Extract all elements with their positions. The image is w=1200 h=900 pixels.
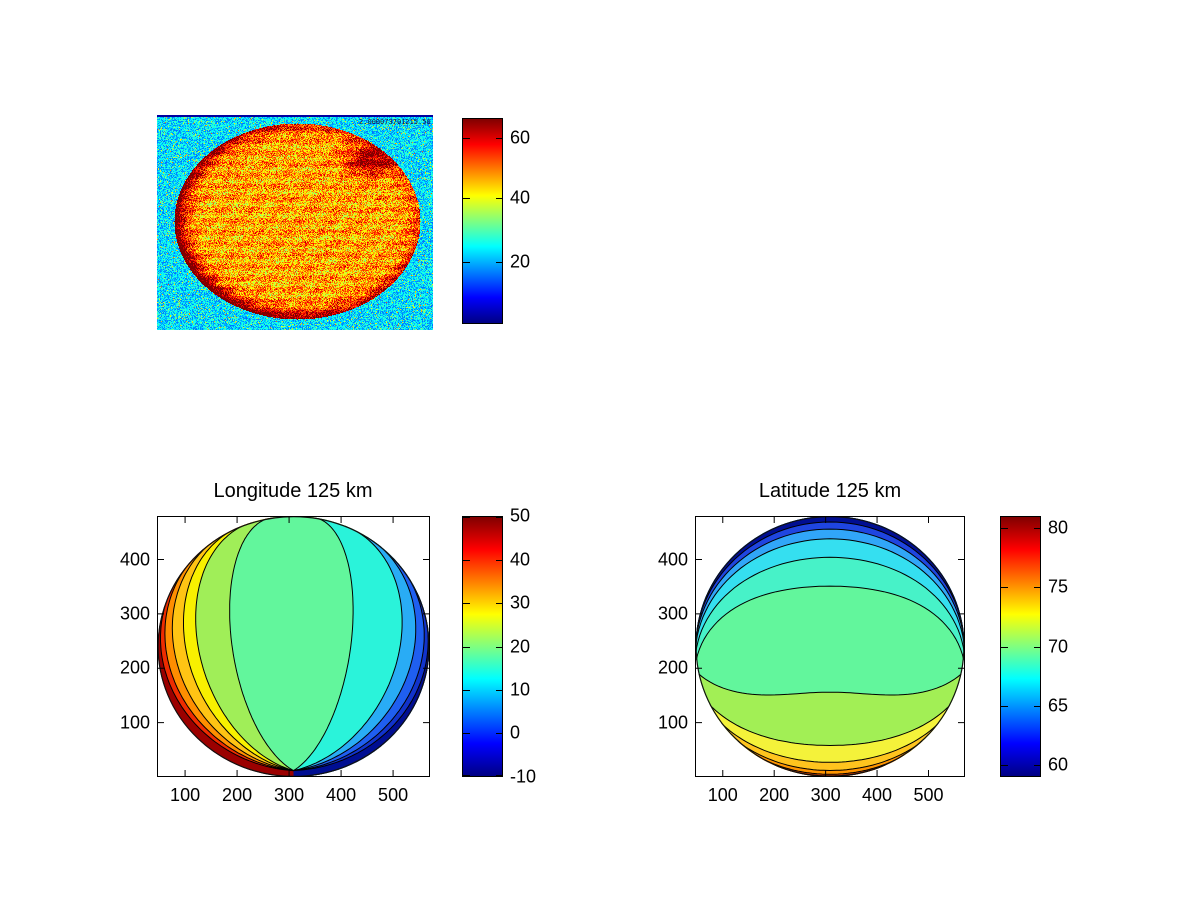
allsky-colorbar-tick-label: 40	[510, 187, 531, 208]
longitude-colorbar-tick-label: 0	[510, 722, 521, 743]
latitude_contour-y-tick-label: 100	[657, 712, 688, 733]
longitude-colorbar-tick-mark	[496, 560, 503, 561]
allsky-colorbar-tick-mark	[463, 138, 470, 139]
allsky-colorbar-gradient	[462, 118, 503, 324]
allsky-colorbar-tick-label: 60	[510, 127, 531, 148]
latitude_contour-x-tick-label: 200	[759, 785, 790, 805]
longitude-colorbar-tick-mark	[496, 517, 503, 518]
latitude-colorbar-tick-label: 80	[1048, 517, 1069, 538]
longitude-colorbar-tick-label: 20	[510, 636, 531, 656]
longitude_contour-x-tick-label: 200	[222, 785, 253, 805]
longitude_contour-x-tick-label: 100	[170, 785, 201, 805]
latitude-colorbar	[1000, 516, 1041, 777]
latitude_contour-axis-box	[695, 516, 965, 777]
latitude-colorbar-tick-mark	[1034, 587, 1041, 588]
longitude-colorbar-tick-mark	[463, 775, 470, 776]
longitude-colorbar-tick-mark	[463, 603, 470, 604]
latitude-colorbar-tick-mark	[1001, 587, 1008, 588]
allsky-colorbar-tick-mark	[496, 198, 503, 199]
longitude-colorbar-tick-label: 10	[510, 679, 531, 700]
longitude-colorbar-tick-label: -10	[510, 766, 537, 787]
latitude-colorbar-tick-label: 75	[1048, 576, 1069, 597]
longitude-contour-plot	[157, 516, 430, 777]
latitude_contour-axis-ticks	[695, 516, 965, 777]
latitude-colorbar-tick-mark	[1034, 765, 1041, 766]
longitude_contour-y-tick-label: 100	[119, 712, 150, 733]
longitude_contour-axis-ticks	[157, 516, 430, 777]
longitude-colorbar-tick-mark	[496, 733, 503, 734]
longitude_contour-axis-box	[157, 516, 430, 777]
latitude_contour-x-tick-label: 400	[862, 785, 893, 805]
latitude-plot-title: Latitude 125 km	[758, 480, 902, 502]
latitude_contour-x-tick-label: 300	[810, 785, 841, 805]
latitude-colorbar-tick-label: 70	[1048, 636, 1069, 656]
allsky-colorbar-tick-label: 20	[510, 251, 531, 272]
latitude-colorbar-tick-label: 65	[1048, 695, 1069, 716]
longitude-colorbar-tick-mark	[496, 603, 503, 604]
latitude-colorbar-tick-mark	[1001, 765, 1008, 766]
longitude-colorbar-tick-label: 30	[510, 592, 531, 613]
longitude-colorbar-tick-mark	[463, 647, 470, 648]
latitude-contour-plot	[695, 516, 965, 777]
longitude-colorbar-tick-label: 40	[510, 549, 531, 569]
longitude_contour-x-tick-label: 500	[378, 785, 409, 805]
longitude-colorbar-tick-mark	[463, 690, 470, 691]
latitude_contour-y-tick-label: 400	[657, 549, 688, 569]
latitude_contour-y-tick-label: 200	[657, 657, 688, 678]
longitude-colorbar-tick-mark	[496, 647, 503, 648]
latitude-colorbar-tick-mark	[1001, 528, 1008, 529]
longitude_contour-y-tick-label: 200	[119, 657, 150, 678]
latitude-colorbar-tick-mark	[1034, 528, 1041, 529]
longitude-plot-title: Longitude 125 km	[213, 480, 373, 502]
allsky-colorbar-tick-mark	[496, 262, 503, 263]
longitude-colorbar-tick-mark	[463, 560, 470, 561]
longitude-colorbar-tick-mark	[496, 775, 503, 776]
latitude-colorbar-tick-mark	[1034, 647, 1041, 648]
longitude-colorbar	[462, 516, 503, 777]
longitude-colorbar-tick-mark	[463, 517, 470, 518]
latitude_contour-y-tick-label: 300	[657, 603, 688, 624]
latitude_contour-x-tick-label: 500	[913, 785, 944, 805]
allsky-colorbar-tick-mark	[463, 198, 470, 199]
longitude-colorbar-tick-mark	[496, 690, 503, 691]
allsky-colorbar-tick-mark	[496, 138, 503, 139]
latitude-colorbar-tick-mark	[1034, 706, 1041, 707]
longitude_contour-y-tick-label: 400	[119, 549, 150, 569]
longitude-colorbar-tick-label: 50	[510, 505, 531, 526]
latitude-colorbar-gradient	[1000, 516, 1041, 777]
allsky-heatmap-image	[157, 115, 433, 330]
latitude-colorbar-tick-label: 60	[1048, 754, 1069, 775]
longitude_contour-x-tick-label: 300	[274, 785, 305, 805]
longitude-colorbar-tick-mark	[463, 733, 470, 734]
longitude_contour-y-tick-label: 300	[119, 603, 150, 624]
latitude-contour-bands	[695, 516, 965, 777]
latitude_contour-x-tick-label: 100	[707, 785, 738, 805]
longitude_contour-x-tick-label: 400	[326, 785, 357, 805]
allsky-colorbar	[462, 118, 503, 324]
allsky-colorbar-tick-mark	[463, 262, 470, 263]
latitude-colorbar-tick-mark	[1001, 706, 1008, 707]
latitude-colorbar-tick-mark	[1001, 647, 1008, 648]
